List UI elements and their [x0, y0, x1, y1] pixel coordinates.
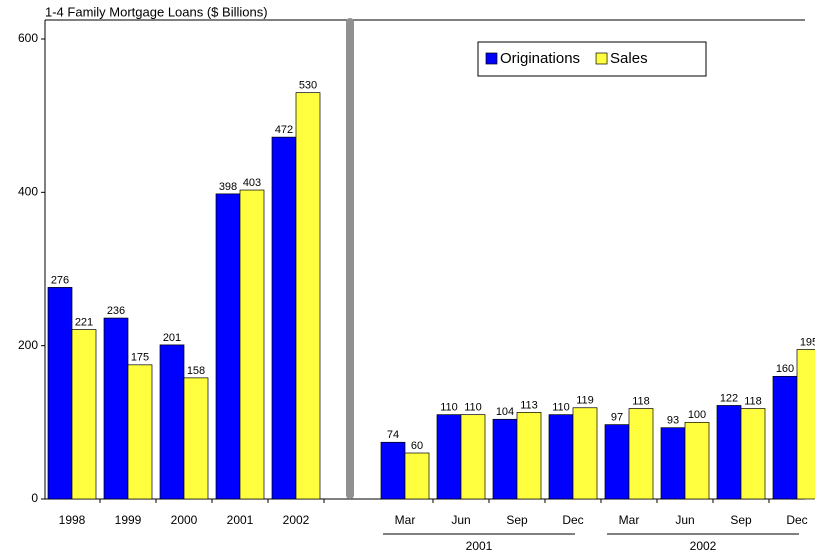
bar — [47, 287, 73, 500]
y-tick-label: 0 — [31, 491, 38, 505]
x-tick-label: Dec — [786, 513, 807, 527]
value-label: 530 — [299, 80, 317, 92]
legend-swatch — [595, 52, 608, 65]
bar — [271, 136, 297, 500]
x-tick-label: Jun — [451, 513, 470, 527]
value-label: 276 — [51, 274, 69, 286]
value-label: 97 — [611, 412, 623, 424]
value-label: 118 — [744, 395, 762, 407]
bar — [716, 405, 742, 500]
y-tick-label: 600 — [18, 31, 38, 45]
x-tick-label: 2002 — [283, 513, 310, 527]
bar — [215, 193, 241, 500]
bar — [159, 344, 185, 500]
value-label: 472 — [275, 124, 293, 136]
bar — [628, 408, 654, 500]
value-label: 158 — [187, 365, 205, 377]
value-label: 195 — [800, 336, 815, 348]
bar — [796, 349, 815, 500]
value-label: 221 — [75, 316, 93, 328]
bar — [572, 407, 598, 500]
x-tick-label: 2000 — [171, 513, 198, 527]
legend-label: Sales — [610, 50, 648, 67]
x-tick-label: 2001 — [227, 513, 254, 527]
value-label: 201 — [163, 332, 181, 344]
value-label: 100 — [688, 409, 706, 421]
bar — [460, 414, 486, 500]
bar — [380, 441, 406, 500]
x-tick-label: Mar — [619, 513, 640, 527]
bar — [772, 375, 798, 500]
x-tick-label: 1999 — [115, 513, 142, 527]
value-label: 110 — [440, 402, 458, 414]
bar — [604, 424, 630, 500]
value-label: 160 — [776, 363, 794, 375]
group-label: 2002 — [690, 539, 717, 553]
bar — [516, 412, 542, 500]
value-label: 398 — [219, 181, 237, 193]
value-label: 119 — [576, 395, 594, 407]
x-tick-label: Mar — [395, 513, 416, 527]
value-label: 403 — [243, 177, 261, 189]
panel-separator — [346, 18, 354, 499]
bar — [548, 414, 574, 500]
chart-title: 1-4 Family Mortgage Loans ($ Billions) — [45, 4, 268, 19]
y-tick-label: 400 — [18, 185, 38, 199]
bar — [660, 427, 686, 500]
x-tick-label: 1998 — [59, 513, 86, 527]
value-label: 113 — [520, 399, 538, 411]
group-label: 2001 — [466, 539, 493, 553]
x-tick-label: Sep — [506, 513, 528, 527]
value-label: 104 — [496, 406, 514, 418]
value-label: 118 — [632, 395, 650, 407]
bar — [183, 377, 209, 500]
value-label: 175 — [131, 352, 149, 364]
bar — [740, 408, 766, 500]
bar — [492, 418, 518, 500]
value-label: 74 — [387, 429, 399, 441]
bar — [71, 329, 97, 500]
bar — [436, 414, 462, 500]
bar — [103, 317, 129, 500]
legend-label: Originations — [500, 50, 580, 67]
bar — [404, 452, 430, 500]
bar — [127, 364, 153, 500]
legend-swatch — [485, 52, 498, 65]
value-label: 60 — [411, 440, 423, 452]
y-tick-label: 200 — [18, 338, 38, 352]
value-label: 110 — [552, 402, 570, 414]
value-label: 236 — [107, 305, 125, 317]
bar — [239, 189, 265, 500]
x-tick-label: Dec — [562, 513, 583, 527]
value-label: 110 — [464, 402, 482, 414]
bar — [684, 421, 710, 500]
x-tick-label: Jun — [675, 513, 694, 527]
legend-box — [477, 41, 707, 77]
value-label: 122 — [720, 392, 738, 404]
value-label: 93 — [667, 415, 679, 427]
bar — [295, 92, 321, 500]
x-tick-label: Sep — [730, 513, 752, 527]
